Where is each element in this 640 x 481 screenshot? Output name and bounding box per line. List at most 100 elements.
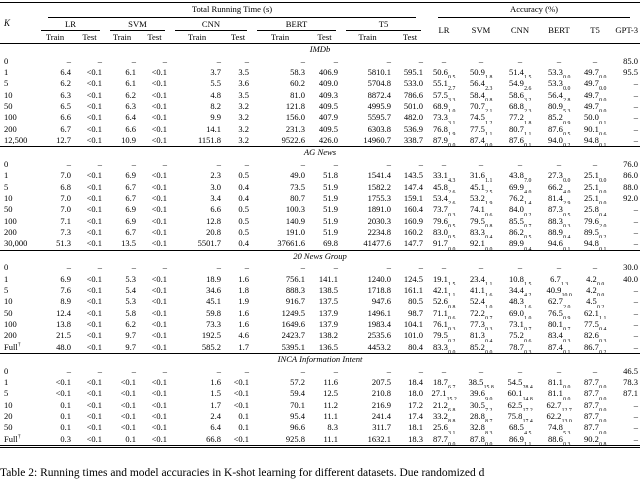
time-value: <0.1 — [151, 238, 167, 249]
time-value: 0.3 — [60, 433, 71, 444]
time-value: 1.8 — [238, 284, 249, 295]
time-value: 7.1 — [60, 215, 71, 226]
k-value: 1 — [4, 376, 9, 387]
time-value: 7.0 — [60, 170, 71, 181]
time-value: – — [131, 158, 136, 169]
accuracy-value: 79.60.5 — [432, 215, 456, 227]
time-value: 5.8 — [125, 307, 136, 318]
accuracy-value: 87.80.0 — [469, 433, 493, 447]
time-value: 124.5 — [403, 273, 423, 284]
accuracy-value: 85.0 — [623, 55, 639, 66]
k-value: 5 — [4, 284, 9, 295]
accuracy-value: 92.0 — [623, 192, 639, 203]
time-value: 137.5 — [318, 296, 338, 307]
accuracy-value: 30.57.2 — [469, 399, 493, 411]
time-value: – — [300, 365, 305, 376]
accuracy-value: 27.30.0 — [547, 170, 571, 182]
time-value: 6.2 — [125, 89, 136, 100]
accuracy-value: 83.30.4 — [469, 227, 493, 239]
section-label: 20 News Group — [0, 249, 640, 263]
table-row: 0 – – – – – – – – – – – – – – – 46.5 — [0, 366, 640, 377]
time-value: 216.9 — [371, 399, 391, 410]
time-value: <0.1 — [86, 204, 102, 215]
accuracy-value: – — [633, 422, 639, 433]
accuracy-value: 21.26.8 — [432, 399, 456, 411]
train-header-bert: Train — [252, 31, 308, 44]
table-row: 200 6.7 <0.1 6.6 <0.1 14.1 3.2 231.3 409.5 6303.8… — [0, 124, 640, 135]
time-value: 6.6 — [125, 123, 136, 134]
time-model-label-lr: LR — [41, 18, 100, 31]
time-model-label-bert: BERT — [257, 18, 336, 31]
time-value: 0.1 — [238, 422, 249, 433]
accuracy-value: – — [441, 365, 447, 376]
accuracy-value: 77.30.3 — [469, 319, 493, 331]
time-value: 12.7 — [56, 135, 71, 145]
time-value: <0.1 — [151, 284, 167, 295]
time-value: 5810.1 — [367, 66, 391, 77]
k-value: 100 — [4, 215, 17, 226]
time-value: 11.2 — [323, 399, 338, 410]
accuracy-value: 54.528.4 — [507, 376, 533, 389]
time-value: – — [244, 55, 249, 66]
table-header: K Total Running Time (s) Accuracy (%) LR… — [0, 2, 640, 44]
time-value: <0.1 — [86, 123, 102, 134]
accuracy-value: – — [556, 158, 562, 169]
time-value: <0.1 — [86, 89, 102, 100]
accuracy-value: 39.69.0 — [469, 388, 493, 400]
time-value: 34.6 — [206, 284, 221, 295]
time-value: 5.3 — [125, 296, 136, 307]
time-value: <0.1 — [151, 89, 167, 100]
accuracy-value: 79.50.8 — [469, 215, 493, 227]
accuracy-value: 68.82.3 — [508, 100, 532, 113]
accuracy-value: 43.87.0 — [508, 170, 532, 182]
table-row: 100 13.8 <0.1 6.2 <0.1 73.3 1.6 1649.6 137.9 1983… — [0, 319, 640, 330]
time-value: – — [216, 262, 221, 273]
time-value: 3.7 — [210, 66, 221, 77]
time-value: 80.7 — [290, 192, 305, 203]
time-value: – — [418, 365, 423, 376]
time-value: 8.2 — [210, 100, 221, 111]
accuracy-value: 80.95.3 — [547, 100, 571, 113]
accuracy-value: – — [633, 330, 639, 341]
accuracy-value: 25.10.0 — [583, 192, 607, 205]
time-value: 241.4 — [371, 411, 391, 421]
accuracy-value: 60.114.8 — [507, 388, 533, 400]
time-value: – — [418, 158, 423, 169]
time-value: 14960.7 — [363, 135, 391, 145]
test-header-lr: Test — [74, 31, 105, 44]
k-value: 200 — [4, 330, 17, 341]
table-row: 30,000 51.3 <0.1 13.5 <0.1 5501.7 0.4 37661.6 69… — [0, 238, 640, 250]
k-value: 50 — [4, 307, 13, 318]
time-value: <0.1 — [151, 307, 167, 318]
section-header-row: IMDb — [0, 42, 640, 56]
time-value: 138.5 — [318, 284, 338, 295]
time-value: 11.6 — [323, 376, 338, 387]
accuracy-value: 66.24.0 — [547, 181, 571, 193]
time-value: 2535.6 — [367, 330, 391, 341]
accuracy-value: 23.41.1 — [469, 273, 493, 285]
table-row: Full† 48.0 <0.1 9.7 <0.1 585.2 1.7 5395.1 136.5 4… — [0, 342, 640, 354]
train-header-svm: Train — [105, 31, 139, 44]
section-label: INCA Information Intent — [0, 353, 640, 366]
accuracy-value: 87.70.0 — [583, 376, 607, 389]
table-row: 5 <0.1 <0.1 <0.1 <0.1 1.5 <0.1 59.4 12.5 210.8 18.… — [0, 388, 640, 399]
time-value: – — [386, 55, 391, 66]
table-row: 50 6.5 <0.1 6.3 <0.1 8.2 3.2 121.8 409.5 4995.9 50… — [0, 101, 640, 112]
acc-model-header-t5: T5 — [590, 25, 600, 36]
table-body: IMDb 0– – – – – – – – – – – – – – –85.0 1 6.4 <0.1 6.1 <0.1 3… — [0, 42, 640, 447]
time-value: 17.4 — [408, 411, 423, 421]
time-value: 536.9 — [403, 123, 423, 134]
time-value: 12.8 — [206, 215, 221, 226]
time-value: – — [131, 365, 136, 376]
time-value: <0.1 — [151, 422, 167, 433]
accuracy-value: 79.50.2 — [432, 330, 456, 342]
accuracy-value: – — [556, 55, 562, 66]
accuracy-value: 81.42.9 — [547, 192, 571, 205]
time-value: 51.9 — [323, 192, 338, 203]
time-value: – — [131, 262, 136, 273]
time-value: 5595.7 — [367, 112, 391, 123]
time-value: 0.1 — [60, 399, 71, 410]
time-value: <0.1 — [151, 181, 167, 192]
time-value: 73.5 — [290, 181, 305, 192]
time-value: 8.3 — [327, 422, 338, 433]
